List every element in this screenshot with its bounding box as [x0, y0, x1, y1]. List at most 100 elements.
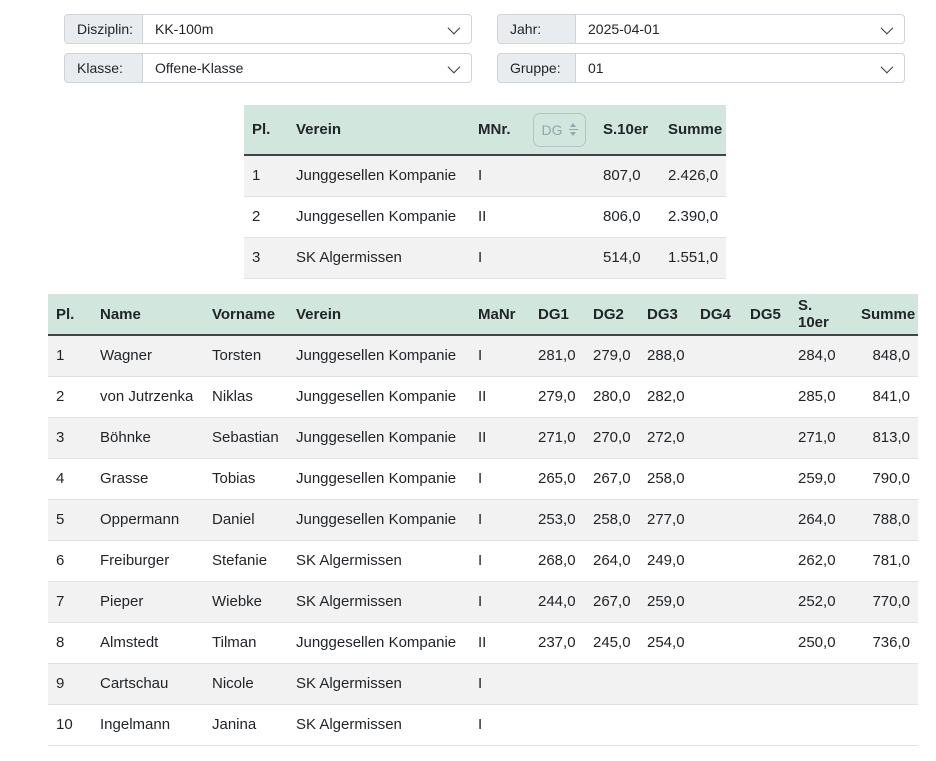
cell: I	[478, 593, 483, 610]
cell: Junggesellen Kompanie	[296, 470, 457, 487]
chevron-down-icon	[447, 21, 461, 35]
klasse-filter: Klasse: Offene-Klasse	[64, 53, 472, 83]
number-spinner-icon	[568, 123, 578, 136]
klasse-select[interactable]: Offene-Klasse	[143, 53, 472, 83]
cell	[639, 704, 692, 745]
cell: SK Algermissen	[296, 249, 402, 266]
cell: 272,0	[647, 429, 685, 446]
gruppe-select[interactable]: 01	[576, 53, 905, 83]
col-verein: Verein	[288, 105, 470, 156]
cell: I	[478, 716, 483, 733]
cell: 237,0	[538, 634, 576, 651]
cell	[692, 704, 742, 745]
cell: 285,0	[798, 388, 836, 405]
cell: Cartschau	[100, 675, 169, 692]
cell: 781,0	[872, 552, 910, 569]
disziplin-filter: Disziplin: KK-100m	[64, 14, 472, 44]
cell: 2	[56, 388, 65, 405]
cell: 264,0	[798, 511, 836, 528]
cell: Junggesellen Kompanie	[296, 511, 457, 528]
filter-group-right: Jahr: 2025-04-01 Gruppe: 01	[497, 14, 905, 92]
disziplin-value: KK-100m	[155, 21, 214, 37]
cell: 268,0	[538, 552, 576, 569]
team-header-row: Pl. Verein MNr. DG S.10er Summe	[244, 105, 726, 156]
cell: 2.390,0	[668, 208, 719, 225]
cell: 6	[56, 552, 65, 569]
cell: I	[478, 511, 483, 528]
cell: I	[478, 167, 483, 185]
cell: 514,0	[603, 249, 641, 266]
cell: 806,0	[603, 208, 641, 225]
cell: 788,0	[872, 511, 910, 528]
cell: SK Algermissen	[296, 552, 402, 569]
chevron-down-icon	[447, 60, 461, 74]
cell: 270,0	[593, 429, 631, 446]
cell	[639, 663, 692, 704]
cell: I	[478, 249, 483, 266]
cell: Tobias	[212, 470, 256, 487]
cell: 271,0	[798, 429, 836, 446]
results-header-row: Pl. Name Vorname Verein MaNr DG1 DG2 DG3…	[48, 294, 918, 336]
cell	[853, 663, 918, 704]
cell: Ingelmann	[100, 716, 171, 733]
cell	[742, 376, 790, 417]
dg-stepper-label: DG	[541, 121, 563, 138]
result-row: 8 Almstedt Tilman Junggesellen Kompanie II 23…	[48, 622, 918, 663]
cell: SK Algermissen	[296, 593, 402, 610]
team-row: 2 Junggesellen Kompanie II 806,0 2.390,0	[244, 196, 726, 237]
results-table-header: Pl. Name Vorname Verein MaNr DG1 DG2 DG3…	[48, 294, 918, 336]
result-row: 1 Wagner Torsten Junggesellen Kompanie I 281,…	[48, 335, 918, 376]
cell	[790, 704, 853, 745]
cell: II	[478, 388, 487, 405]
cell	[525, 237, 595, 278]
cell: Niklas	[212, 388, 253, 405]
disziplin-select[interactable]: KK-100m	[143, 14, 472, 44]
cell: 279,0	[538, 388, 576, 405]
disziplin-label: Disziplin:	[64, 14, 143, 44]
cell: Wagner	[100, 347, 152, 365]
cell	[692, 335, 742, 376]
cell: 254,0	[647, 634, 685, 651]
team-row: 1 Junggesellen Kompanie I 807,0 2.426,0	[244, 155, 726, 196]
result-row: 5 Oppermann Daniel Junggesellen Kompanie I 25…	[48, 499, 918, 540]
cell: 1	[56, 347, 65, 365]
col-pl: Pl.	[244, 105, 288, 156]
cell: I	[478, 347, 483, 365]
cell: Junggesellen Kompanie	[296, 634, 457, 651]
cell: 2.426,0	[668, 167, 719, 185]
cell: 4	[56, 470, 65, 487]
cell: Junggesellen Kompanie	[296, 208, 457, 225]
cell: Janina	[212, 716, 257, 733]
cell	[585, 663, 639, 704]
cell	[692, 417, 742, 458]
chevron-down-icon	[880, 60, 894, 74]
cell: Pieper	[100, 593, 144, 610]
cell	[530, 704, 585, 745]
cell: Tilman	[212, 634, 257, 651]
cell: 1	[252, 167, 261, 185]
cell: 790,0	[872, 470, 910, 487]
cell	[742, 622, 790, 663]
col-dg: DG	[525, 105, 595, 156]
cell	[742, 581, 790, 622]
result-row: 9 Cartschau Nicole SK Algermissen I	[48, 663, 918, 704]
cell: SK Algermissen	[296, 675, 402, 692]
cell: 736,0	[872, 634, 910, 651]
col-dg5: DG5	[742, 294, 790, 336]
col-manr: MaNr	[470, 294, 530, 336]
col-summe: Summe	[660, 105, 726, 156]
cell: 807,0	[603, 167, 641, 185]
cell: I	[478, 470, 483, 487]
col-verein: Verein	[288, 294, 470, 336]
klasse-value: Offene-Klasse	[155, 60, 244, 76]
cell: SK Algermissen	[296, 716, 402, 733]
dg-stepper[interactable]: DG	[533, 112, 586, 147]
cell: 249,0	[647, 552, 685, 569]
cell: II	[478, 634, 487, 651]
jahr-select[interactable]: 2025-04-01	[576, 14, 905, 44]
cell: 271,0	[538, 429, 576, 446]
cell: 288,0	[647, 347, 685, 365]
col-vorname: Vorname	[204, 294, 288, 336]
filter-group-left: Disziplin: KK-100m Klasse: Offene-Klasse	[64, 14, 472, 92]
